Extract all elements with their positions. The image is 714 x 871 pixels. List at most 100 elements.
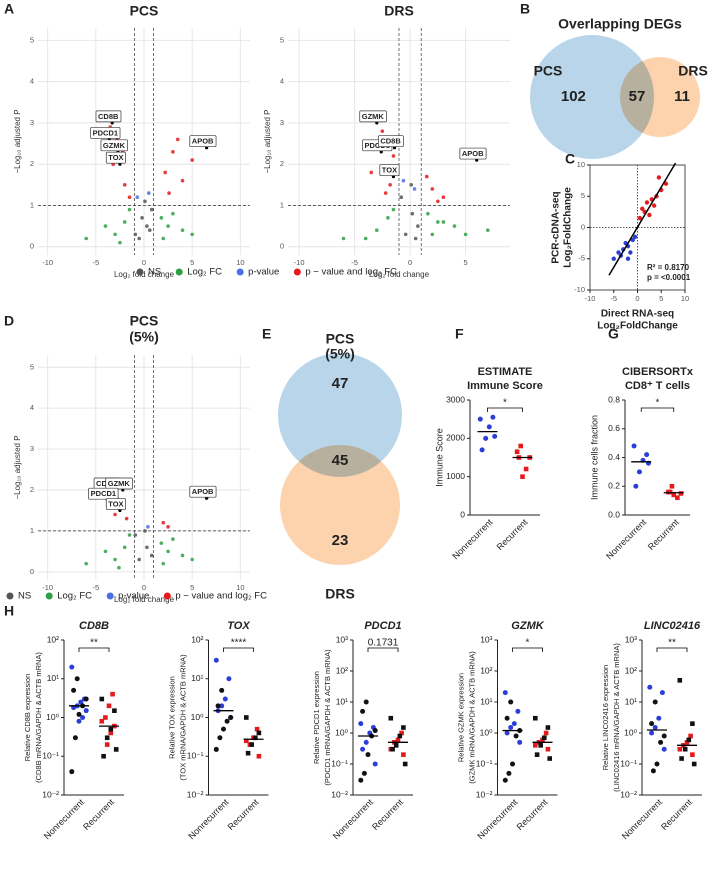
panel-letter: D [4,313,14,329]
point [644,452,650,458]
point [149,553,154,558]
point [395,737,401,743]
x-tick-label: 10 [236,583,244,592]
y-tick-label: 5 [30,362,34,371]
set-label: PCS [326,331,355,347]
x-axis-label: Direct RNA-seq [601,309,674,320]
point [99,718,105,724]
point [616,250,621,255]
y-tick-label: 10³ [336,634,348,644]
point [504,715,510,721]
point [686,737,692,743]
x-tick-label: 5 [659,294,663,303]
point [436,199,440,204]
y-tick-label: 3 [280,118,284,127]
point [661,746,667,752]
significance-label: **** [231,638,247,649]
point [249,742,254,747]
point [402,761,408,767]
point [72,735,78,741]
x-tick-label: Recurrent [515,797,550,832]
gene-label: TOX [382,166,397,175]
point [504,730,510,736]
point [254,726,260,732]
y-tick-label: 10⁰ [624,727,637,737]
point [397,733,403,739]
y-tick-label: 5 [30,35,34,44]
point [652,725,658,731]
point [365,752,371,758]
x-tick-label: 0 [408,258,412,267]
point [426,211,430,216]
point [684,740,690,745]
point [452,224,457,228]
point [611,256,616,261]
point [399,730,404,736]
y-tick-label: 2 [280,159,284,168]
point [137,557,141,562]
point [656,715,662,721]
set-circle [530,35,654,159]
y-tick-label: 4 [280,77,284,86]
point [180,228,185,233]
point [166,224,170,228]
legend-label: NS [18,591,31,602]
point [133,232,138,237]
significance-bracket [640,407,675,412]
point [631,443,637,449]
point [83,696,89,702]
point [363,236,368,241]
point [650,768,656,774]
point [477,416,483,422]
point [654,761,660,767]
y-tick-label: 0 [280,242,284,251]
set-circle [280,445,400,565]
point [386,216,390,220]
point [221,726,226,732]
y-axis-label: Relative LINC02416 expression [601,665,610,770]
point [679,756,684,761]
gene-label-box [105,498,126,510]
point [226,676,232,682]
chart-title: PDCD1 [364,620,401,632]
point [542,735,547,741]
point [127,207,132,212]
point [108,726,114,732]
point [399,195,404,200]
x-tick-label: 5 [190,583,194,592]
y-tick-label: 0 [30,242,34,251]
gene-label: GZMK [108,479,131,488]
point [245,750,251,756]
legend-swatch [163,592,171,600]
point [677,678,683,683]
x-axis-label: Log₂ fold change [369,270,430,279]
y-tick-label: 10² [336,665,348,675]
y-tick-label: 10⁻² [42,789,59,799]
point [180,178,185,183]
point [161,520,166,525]
point [391,154,396,158]
point [84,561,88,566]
point [652,699,658,705]
point [244,715,249,720]
point [410,211,415,216]
gene-label-box [100,139,128,152]
gene-label: PDCD1 [93,128,118,137]
point [667,489,673,495]
chart-title: CIBERSORTx [622,366,694,378]
significance-bracket [656,647,688,652]
point [640,206,645,211]
significance-bracket [512,647,543,652]
point [135,195,140,200]
y-tick-label: 0 [460,509,465,519]
x-tick-label: Nonrecurrent [42,797,87,842]
point [78,699,84,705]
point [510,761,515,767]
gene-label: PDCD1 [91,489,116,498]
point [253,735,258,741]
point [71,687,77,693]
x-tick-label: 10 [236,258,244,267]
point [517,739,523,745]
point [412,187,417,191]
x-tick-label: Recurrent [370,797,405,832]
